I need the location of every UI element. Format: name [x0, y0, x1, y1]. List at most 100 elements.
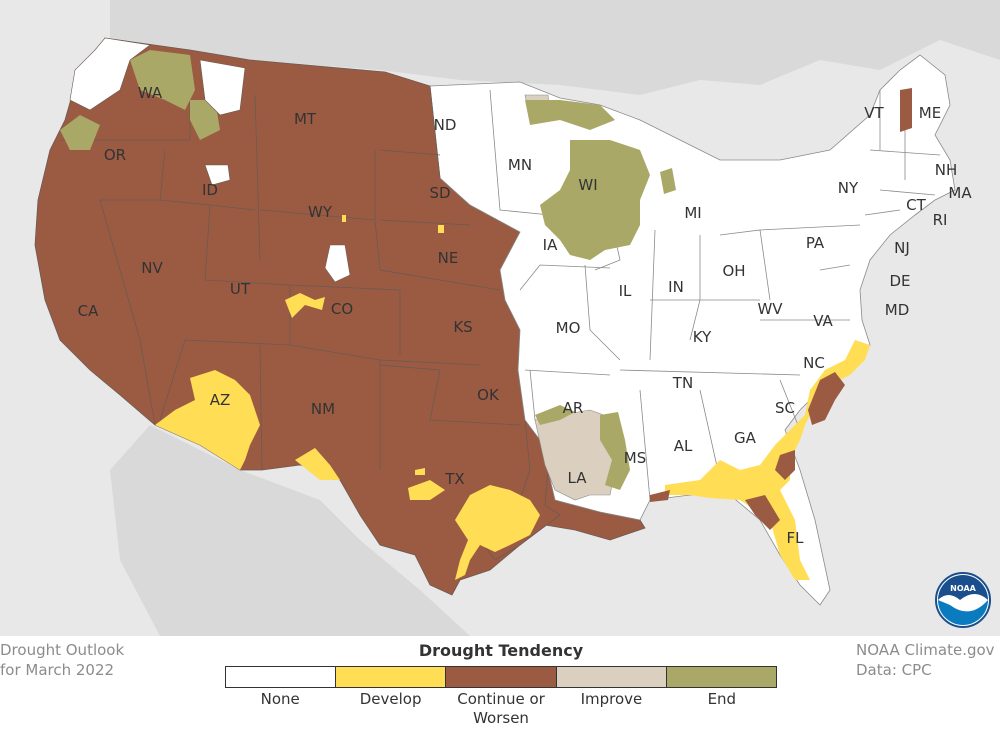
- state-label-ne: NE: [438, 249, 459, 267]
- state-label-ga: GA: [734, 429, 757, 447]
- state-label-wi: WI: [578, 176, 597, 194]
- canada-region: [110, 0, 1000, 95]
- region-continue-fl: [745, 495, 780, 530]
- legend-label-improve: Improve: [580, 690, 643, 708]
- state-label-ut: UT: [230, 280, 251, 298]
- state-label-pa: PA: [806, 234, 825, 252]
- region-end-wa-east: [190, 100, 220, 140]
- state-label-ok: OK: [477, 386, 500, 404]
- region-continue-panhandle: [650, 490, 670, 502]
- state-label-mo: MO: [556, 319, 581, 337]
- region-develop-az: [155, 370, 260, 470]
- region-none-id: [204, 164, 231, 186]
- outlook-line2: for March 2022: [0, 661, 115, 679]
- state-label-nm: NM: [311, 400, 335, 418]
- region-develop-ne: [438, 225, 444, 233]
- end-areas: [60, 50, 676, 490]
- state-label-md: MD: [885, 301, 910, 319]
- state-borders: [60, 85, 521, 471]
- legend-labels: None Develop Continue or Worsen Improve …: [225, 690, 777, 728]
- region-none-id-north: [199, 59, 246, 116]
- noaa-logo-text: NOAA: [950, 584, 976, 593]
- state-label-me: ME: [919, 104, 941, 122]
- state-label-ms: MS: [624, 449, 646, 467]
- state-label-mi: MI: [684, 204, 701, 222]
- legend-label-none: None: [260, 690, 300, 708]
- state-label-la: LA: [568, 469, 588, 487]
- state-label-de: DE: [889, 272, 910, 290]
- legend-label-develop: Develop: [359, 690, 422, 708]
- state-label-ky: KY: [693, 328, 712, 346]
- legend-label-continue: Continue or Worsen: [457, 690, 545, 727]
- region-end-la: [535, 405, 575, 425]
- region-none-co: [324, 244, 351, 283]
- region-end-ms: [600, 412, 630, 490]
- state-label-ar: AR: [563, 399, 584, 417]
- outlook-caption: Drought Outlook for March 2022: [0, 640, 124, 680]
- state-label-wv: WV: [757, 300, 783, 318]
- state-label-il: IL: [619, 282, 632, 300]
- state-label-nv: NV: [141, 259, 163, 277]
- region-end-mi: [660, 168, 676, 194]
- state-label-ny: NY: [838, 179, 859, 197]
- state-label-nj: NJ: [894, 239, 910, 257]
- state-label-vt: VT: [864, 104, 884, 122]
- credit-line1: NOAA Climate.gov: [856, 641, 995, 659]
- region-develop-wy: [342, 215, 346, 222]
- state-label-fl: FL: [787, 529, 805, 547]
- state-label-ma: MA: [948, 184, 972, 202]
- state-label-ks: KS: [453, 318, 472, 336]
- credit-line2: Data: CPC: [856, 661, 932, 679]
- state-label-wa: WA: [138, 84, 163, 102]
- state-label-tx: TX: [444, 470, 464, 488]
- state-label-ia: IA: [543, 236, 558, 254]
- state-label-va: VA: [813, 312, 833, 330]
- state-label-nd: ND: [434, 116, 457, 134]
- region-develop-co: [285, 293, 325, 318]
- legend-bar: [225, 666, 777, 688]
- legend-swatch-improve: [555, 667, 666, 687]
- region-end-wa: [130, 50, 195, 110]
- region-develop-nm: [295, 448, 340, 480]
- state-label-mn: MN: [508, 156, 532, 174]
- region-develop-tx-1: [408, 480, 445, 500]
- region-develop-tx-3: [455, 485, 540, 580]
- region-end-wa-coast: [60, 115, 100, 150]
- state-label-ri: RI: [933, 211, 948, 229]
- state-label-in: IN: [668, 278, 684, 296]
- credit-caption: NOAA Climate.gov Data: CPC: [856, 640, 995, 680]
- east-continue-areas: [650, 88, 912, 530]
- outlook-line1: Drought Outlook: [0, 641, 125, 659]
- region-continue-me: [900, 88, 912, 132]
- state-label-az: AZ: [210, 391, 231, 409]
- region-develop-tx-2: [415, 468, 425, 475]
- state-labels: WA OR ID MT ND SD WY NE CA NV UT CO KS AZ NM OK TX MN WI IA…: [78, 84, 973, 547]
- west-none-areas: [69, 37, 351, 283]
- state-label-al: AL: [674, 437, 693, 455]
- state-label-wy: WY: [308, 203, 333, 221]
- noaa-logo: NOAA: [935, 572, 991, 628]
- region-continue-ga: [775, 450, 795, 480]
- state-label-ca: CA: [78, 302, 99, 320]
- legend-swatch-continue: [445, 667, 556, 687]
- legend-swatch-end: [665, 667, 777, 687]
- state-label-tn: TN: [672, 374, 693, 392]
- region-continue-sc: [808, 372, 845, 425]
- state-label-nc: NC: [803, 354, 825, 372]
- state-label-or: OR: [104, 146, 126, 164]
- state-label-mt: MT: [294, 110, 317, 128]
- state-label-sc: SC: [775, 399, 795, 417]
- region-end-mn-north: [525, 100, 615, 130]
- state-label-co: CO: [331, 300, 353, 318]
- state-label-ct: CT: [906, 196, 926, 214]
- legend-title: Drought Tendency: [418, 641, 584, 660]
- map-area: NOAA WA OR ID MT ND SD WY NE CA NV UT CO KS AZ NM OK TX M…: [0, 0, 1000, 636]
- legend-label-end: End: [707, 690, 737, 708]
- state-label-oh: OH: [722, 262, 745, 280]
- state-label-sd: SD: [429, 184, 450, 202]
- region-none-wa: [69, 37, 151, 111]
- region-end-wi: [540, 140, 650, 260]
- legend-swatch-none: [226, 667, 336, 687]
- state-label-id: ID: [202, 181, 218, 199]
- state-label-nh: NH: [935, 161, 958, 179]
